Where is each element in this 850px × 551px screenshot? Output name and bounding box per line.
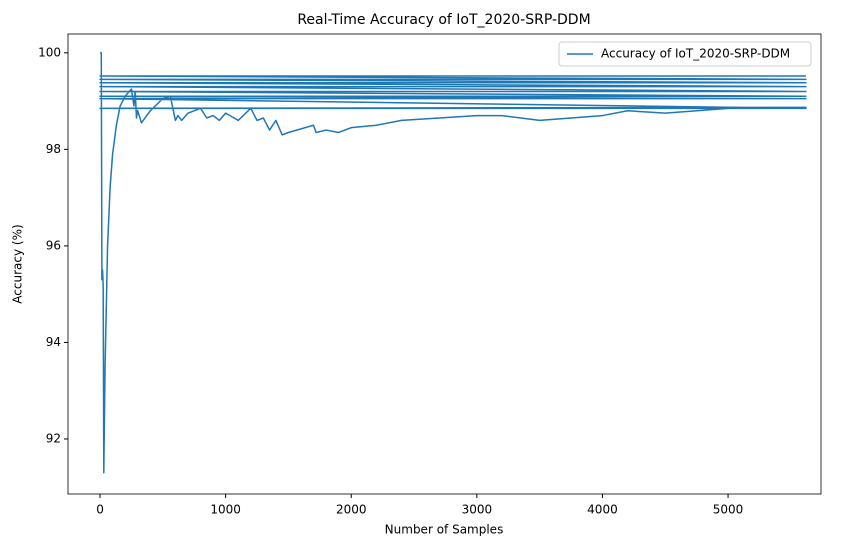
y-tick-label: 100 — [38, 45, 61, 59]
y-tick-label: 94 — [46, 335, 61, 349]
y-axis-label: Accuracy (%) — [11, 224, 25, 303]
x-tick-label: 1000 — [210, 503, 241, 517]
data-line — [99, 52, 807, 474]
chart-title: Real-Time Accuracy of IoT_2020-SRP-DDM — [297, 12, 590, 28]
axes-frame — [67, 33, 822, 495]
x-tick-label: 5000 — [713, 503, 744, 517]
legend-label: Accuracy of IoT_2020-SRP-DDM — [601, 47, 790, 61]
x-tick-label: 3000 — [462, 503, 493, 517]
y-tick-label: 96 — [46, 238, 61, 252]
x-tick-label: 2000 — [336, 503, 367, 517]
x-axis-label: Number of Samples — [385, 523, 504, 537]
x-tick-label: 4000 — [587, 503, 618, 517]
y-tick-label: 98 — [46, 142, 61, 156]
legend-box — [558, 41, 812, 67]
x-tick-label: 0 — [96, 503, 104, 517]
y-tick-label: 92 — [46, 431, 61, 445]
